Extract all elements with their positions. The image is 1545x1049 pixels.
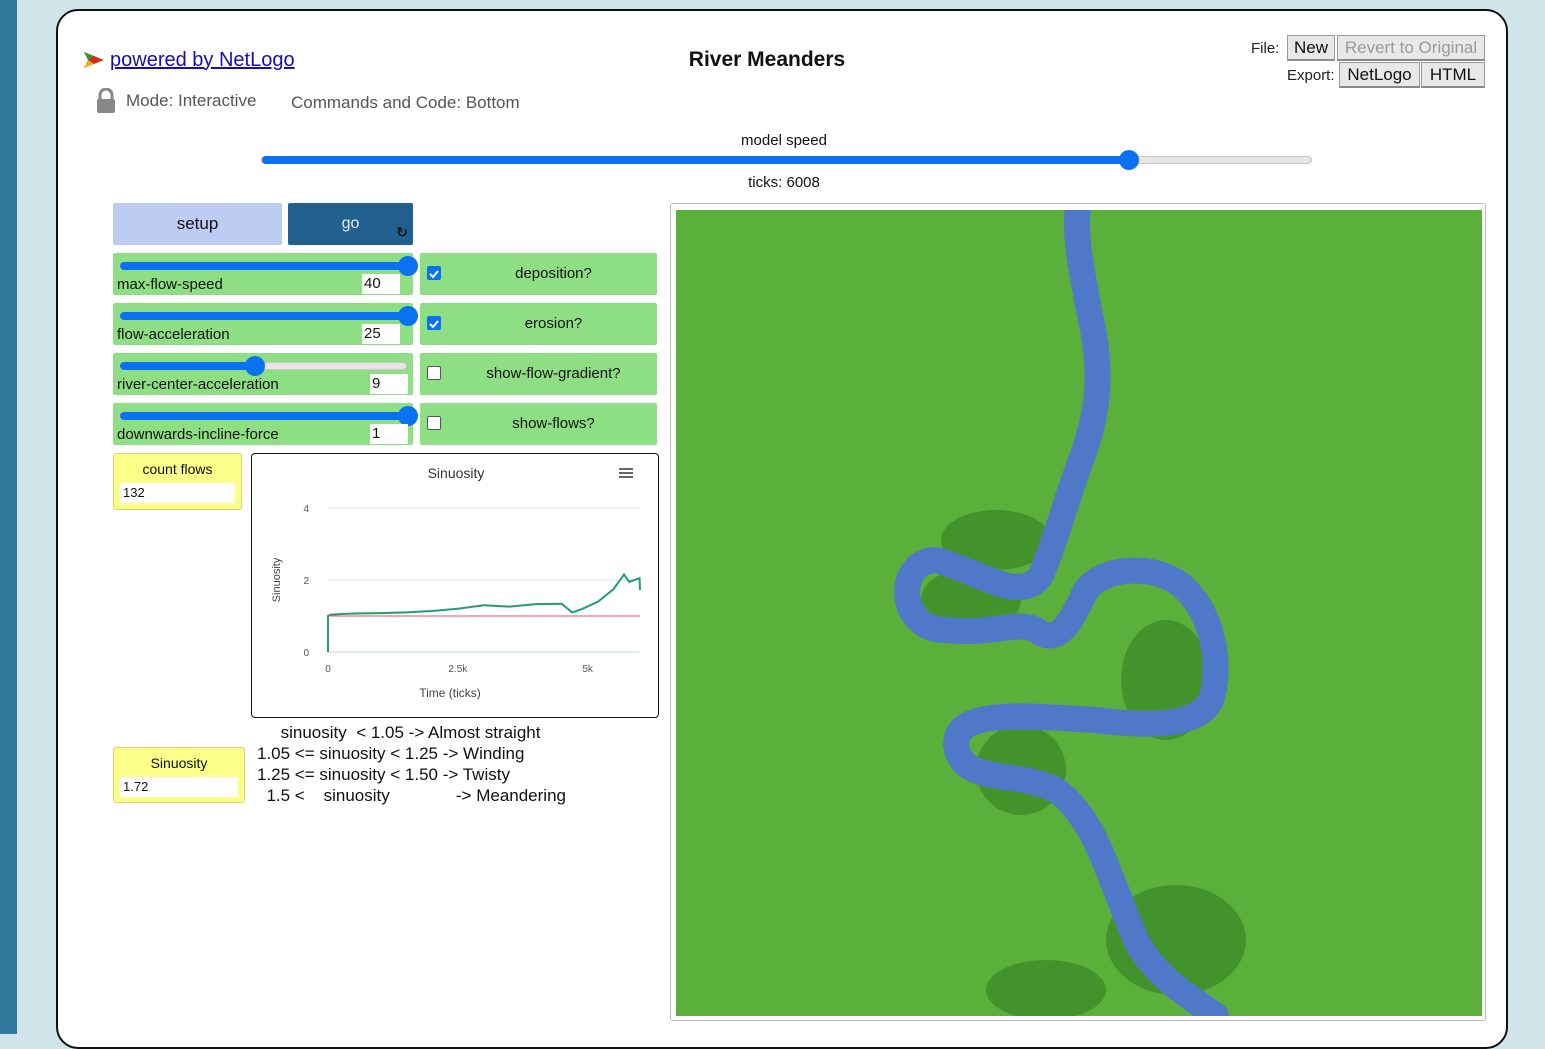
slider-track[interactable] <box>119 406 418 426</box>
note-line: 1.05 <= sinuosity < 1.25 -> Winding <box>257 744 525 763</box>
world-view[interactable] <box>670 203 1486 1021</box>
slider-fill <box>120 362 256 370</box>
slider-value[interactable]: 1 <box>370 424 408 444</box>
series-line-0 <box>327 572 641 652</box>
checkmark-icon <box>429 320 439 329</box>
slider-value[interactable]: 9 <box>370 374 408 394</box>
export-netlogo-button[interactable]: NetLogo <box>1339 62 1420 88</box>
lock-icon <box>97 88 115 113</box>
x-tick-label: 0 <box>325 664 331 675</box>
slider-label: river-center-acceleration <box>117 376 279 393</box>
slider-thumb[interactable] <box>398 256 418 276</box>
slider-label: downwards-incline-force <box>117 426 279 443</box>
model-speed-fill <box>262 156 1130 164</box>
river-world-canvas[interactable] <box>676 210 1482 1016</box>
file-label: File: <box>1251 40 1280 57</box>
slider-value[interactable]: 25 <box>362 324 400 344</box>
chart-title: Sinuosity <box>428 465 485 481</box>
x-tick-label: 2.5k <box>448 664 468 675</box>
export-label: Export: <box>1287 67 1335 84</box>
new-button[interactable]: New <box>1287 35 1335 61</box>
note-line: 1.25 <= sinuosity < 1.50 -> Twisty <box>257 765 510 784</box>
y-axis-label: Sinuosity <box>271 557 283 602</box>
commands-code-toggle[interactable]: Commands and Code: Bottom <box>291 93 520 112</box>
mode-toggle[interactable]: Mode: Interactive <box>96 88 256 114</box>
count-flows-value: 132 <box>120 483 235 503</box>
slider-river-center-acceleration[interactable]: river-center-acceleration 9 <box>113 353 413 395</box>
y-tick-label: 0 <box>303 648 309 659</box>
riverbank-deposits <box>921 510 1246 1016</box>
slider-label: max-flow-speed <box>117 276 223 293</box>
slider-label: flow-acceleration <box>117 326 230 343</box>
slider-fill <box>120 312 408 320</box>
setup-button[interactable]: setup <box>113 203 282 245</box>
sinuosity-monitor: Sinuosity 1.72 <box>113 747 245 803</box>
checkbox-checked[interactable] <box>427 266 441 280</box>
slider-track[interactable] <box>119 356 407 376</box>
page-left-edge <box>0 0 17 1034</box>
switch-label: show-flow-gradient? <box>486 365 621 382</box>
sinuosity-plot: Sinuosity 0 2 4 0 2.5k 5k Time (ticks) Sinuos… <box>251 453 659 718</box>
ticks-counter: ticks: 6008 <box>748 174 820 191</box>
count-flows-label: count flows <box>142 461 213 477</box>
y-tick-label: 2 <box>303 576 309 587</box>
sinuosity-value: 1.72 <box>120 777 238 797</box>
switch-deposition[interactable]: deposition? <box>420 253 657 295</box>
switch-show-flow-gradient[interactable]: show-flow-gradient? <box>420 353 657 395</box>
slider-thumb[interactable] <box>398 406 418 426</box>
switch-show-flows[interactable]: show-flows? <box>420 403 657 445</box>
count-flows-monitor: count flows 132 <box>113 453 242 510</box>
sinuosity-notes: sinuosity < 1.05 -> Almost straight 1.05… <box>257 722 566 806</box>
forever-loop-icon: ↻ <box>396 224 408 240</box>
revert-to-original-button[interactable]: Revert to Original <box>1337 35 1485 61</box>
switch-label: show-flows? <box>512 415 595 432</box>
slider-fill <box>120 262 408 270</box>
slider-flow-acceleration[interactable]: flow-acceleration 25 <box>113 303 418 345</box>
note-line: sinuosity < 1.05 -> Almost straight <box>257 723 541 742</box>
go-label: go <box>341 215 360 232</box>
slider-track[interactable] <box>119 256 418 276</box>
y-tick-label: 4 <box>303 504 309 515</box>
powered-by-netlogo-link[interactable]: powered by NetLogo <box>82 48 295 72</box>
export-html-button[interactable]: HTML <box>1421 62 1485 88</box>
go-button[interactable]: go ↻ <box>288 203 413 245</box>
switch-erosion[interactable]: erosion? <box>420 303 657 345</box>
mode-text: Mode: Interactive <box>126 91 257 110</box>
slider-value[interactable]: 40 <box>362 274 400 294</box>
checkbox-checked[interactable] <box>427 316 441 330</box>
hamburger-menu-icon[interactable] <box>619 468 633 478</box>
checkbox-unchecked[interactable] <box>427 416 441 430</box>
switch-label: erosion? <box>524 315 583 332</box>
slider-downwards-incline-force[interactable]: downwards-incline-force 1 <box>113 403 418 445</box>
netlogo-logo-icon <box>84 52 104 68</box>
switch-label: deposition? <box>515 265 592 282</box>
note-line: 1.5 < sinuosity -> Meandering <box>257 786 566 805</box>
slider-thumb[interactable] <box>398 306 418 326</box>
x-tick-label: 5k <box>582 664 594 675</box>
powered-by-text[interactable]: powered by NetLogo <box>110 48 295 71</box>
slider-track[interactable] <box>119 306 418 326</box>
model-speed-label: model speed <box>741 132 827 149</box>
slider-fill <box>120 412 408 420</box>
model-speed-thumb[interactable] <box>1119 150 1140 170</box>
river-channel <box>894 210 1229 1016</box>
sinuosity-chart-svg: Sinuosity 0 2 4 0 2.5k 5k Time (ticks) Sinuos… <box>271 465 641 700</box>
model-title: River Meanders <box>688 48 846 71</box>
slider-max-flow-speed[interactable]: max-flow-speed 40 <box>113 253 418 295</box>
slider-thumb[interactable] <box>245 356 266 376</box>
model-speed-slider[interactable] <box>261 150 1312 170</box>
checkmark-icon <box>429 270 439 279</box>
checkbox-unchecked[interactable] <box>427 366 441 380</box>
x-axis-label: Time (ticks) <box>419 686 481 700</box>
sinuosity-label: Sinuosity <box>150 755 208 771</box>
